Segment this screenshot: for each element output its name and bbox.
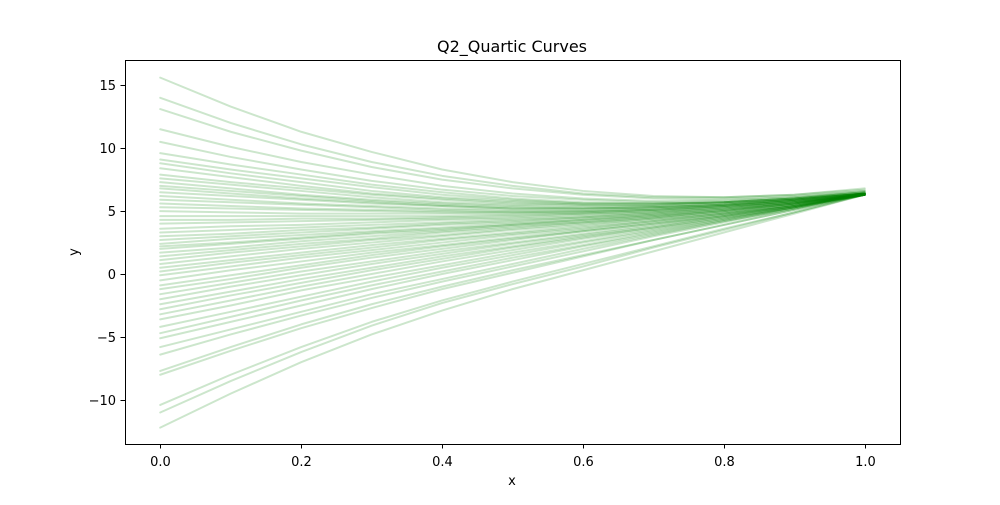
curve-25	[159, 193, 866, 234]
x-tick-label: 0.6	[573, 455, 594, 470]
curve-20	[159, 193, 866, 215]
x-tick-label: 0.4	[432, 455, 453, 470]
curve-36	[159, 192, 866, 273]
plot-frame	[125, 60, 901, 445]
x-tick-label: 1.0	[855, 455, 876, 470]
curve-51	[159, 192, 866, 356]
curve-17	[159, 193, 866, 213]
curve-16	[159, 192, 866, 211]
x-axis: 0.0 0.2 0.4 0.6 0.8 1.0	[150, 444, 876, 470]
curve-43	[159, 193, 866, 306]
curve-7	[159, 158, 866, 205]
curve-28	[159, 193, 866, 245]
curve-49	[159, 193, 866, 340]
curve-56	[159, 193, 866, 429]
curve-22	[159, 193, 866, 221]
curve-13	[159, 184, 866, 210]
y-tick-label: −10	[89, 394, 116, 409]
curve-26	[159, 193, 866, 238]
curve-6	[159, 152, 866, 205]
curve-27	[159, 192, 866, 242]
curve-2	[159, 96, 866, 199]
y-tick-label: 0	[108, 268, 116, 283]
curve-53	[159, 193, 866, 376]
curve-19	[159, 193, 866, 214]
curve-41	[159, 193, 866, 296]
curve-15	[159, 191, 866, 210]
curve-47	[159, 192, 866, 328]
x-tick-label: 0.8	[714, 455, 735, 470]
curve-34	[159, 193, 866, 265]
curve-1	[159, 76, 866, 199]
curve-12	[159, 181, 866, 209]
curve-46	[159, 193, 866, 321]
x-tick-label: 0.2	[291, 455, 312, 470]
curve-24	[159, 192, 866, 230]
y-tick-label: 10	[99, 142, 116, 157]
curve-9	[159, 167, 866, 206]
curve-35	[159, 193, 866, 269]
curve-11	[159, 177, 866, 208]
curve-29	[159, 193, 866, 248]
curve-32	[159, 193, 866, 258]
y-tick-label: 15	[99, 79, 116, 94]
curve-8	[159, 162, 866, 205]
curve-39	[159, 193, 866, 287]
curve-31	[159, 193, 866, 254]
chart-title: Q2_Quartic Curves	[437, 37, 587, 57]
curve-33	[159, 192, 866, 262]
x-tick-label: 0.0	[150, 455, 171, 470]
curve-40	[159, 192, 866, 291]
curve-55	[159, 193, 866, 414]
curve-30	[159, 192, 866, 250]
curve-42	[159, 193, 866, 301]
curve-45	[159, 193, 866, 316]
curve-38	[159, 193, 866, 282]
x-axis-label: x	[508, 474, 516, 489]
curve-3	[159, 108, 866, 200]
curve-50	[159, 193, 866, 349]
y-axis: −10 −5 0 5 10 15	[89, 79, 126, 409]
curve-54	[159, 193, 866, 406]
y-tick-label: −5	[97, 331, 116, 346]
curve-14	[159, 187, 866, 210]
curve-10	[159, 173, 866, 206]
curve-4	[159, 128, 866, 203]
curve-48	[159, 193, 866, 335]
curve-44	[159, 192, 866, 311]
curves-layer	[159, 76, 866, 429]
curve-52	[159, 193, 866, 372]
curve-23	[159, 193, 866, 225]
curve-5	[159, 140, 866, 204]
curve-37	[159, 193, 866, 277]
y-tick-label: 5	[108, 205, 116, 220]
curve-21	[159, 192, 866, 218]
curve-18	[159, 192, 866, 214]
y-axis-label: y	[67, 248, 82, 256]
